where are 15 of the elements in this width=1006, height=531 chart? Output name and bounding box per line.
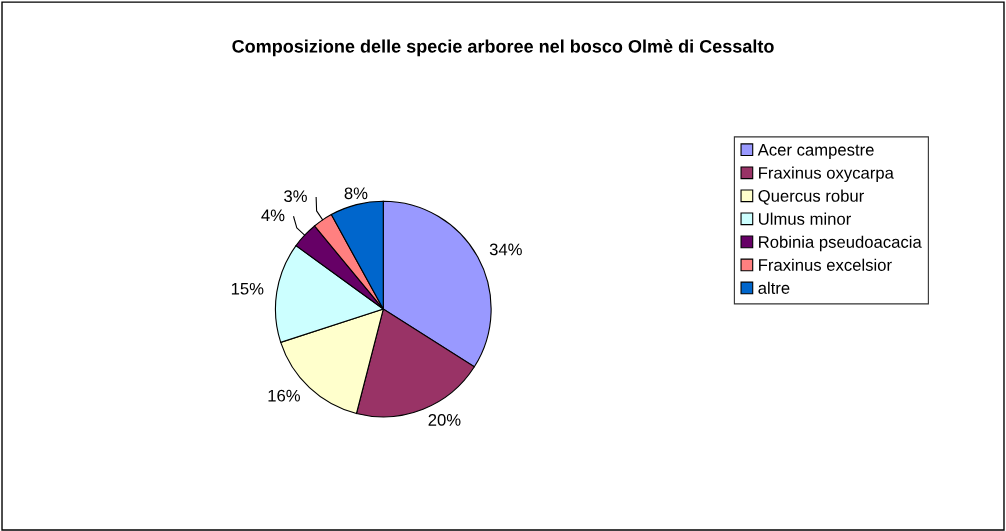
legend-label: Robinia pseudoacacia	[759, 235, 922, 252]
legend-label: altre	[758, 281, 790, 294]
data-label: 3%	[284, 190, 307, 203]
data-label: 20%	[428, 414, 461, 426]
legend-label: Acer campestre	[757, 144, 874, 160]
legend-label: Quercus robur	[758, 189, 864, 205]
legend-label: Fraxinus oxycarpa	[759, 166, 894, 183]
data-label: 4%	[261, 209, 285, 222]
legend-label: Ulmus minor	[759, 212, 851, 225]
legend-label: Fraxinus excelsior	[759, 258, 892, 271]
data-label: 15%	[231, 282, 264, 295]
data-label: 16%	[268, 389, 301, 402]
data-label: 34%	[489, 243, 522, 256]
chart-title: Composizione delle specie arboree nel bosco Olmè di Cessalto	[232, 39, 774, 57]
data-label: 8%	[344, 187, 368, 200]
